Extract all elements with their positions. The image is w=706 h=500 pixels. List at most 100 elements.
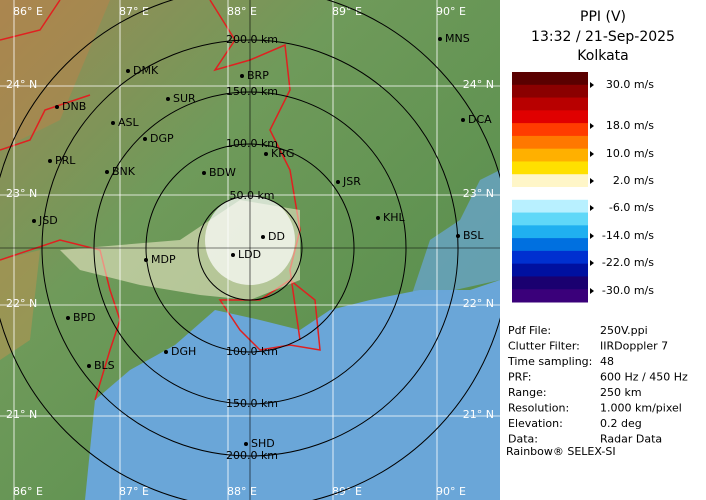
highland [0,0,110,150]
lon-label: 90° E [436,5,466,18]
city-dot [461,118,465,122]
city-dot [438,37,442,41]
city-label: SUR [173,92,196,105]
city-label: DGP [150,132,174,145]
range-label: 100.0 km [226,345,278,358]
city-dot [240,74,244,78]
scale-label: -6.0 m/s [609,201,654,214]
scale-label: 30.0 m/s [606,78,654,91]
lon-label: 88° E [227,485,257,498]
city-dot [264,152,268,156]
info-value: 0.2 deg [600,417,642,430]
city-label: DGH [171,345,196,358]
product: PPI (V) [580,9,626,25]
lat-label: 23° N [6,187,37,200]
city-label: BDW [209,166,236,179]
city-dot [376,216,380,220]
city-label: BSL [463,229,484,242]
city-dot [66,316,70,320]
city-label: KRG [271,147,294,160]
city-label: DD [268,230,285,243]
scale-label: 2.0 m/s [613,174,654,187]
scale-label: 18.0 m/s [606,119,654,132]
city-label: MDP [151,253,176,266]
lon-label: 86° E [13,485,43,498]
lat-label: 21° N [463,408,494,421]
info-value: Radar Data [600,433,662,446]
scale-swatch [512,72,588,86]
city-dot [244,442,248,446]
info-value: 250V.ppi [600,324,648,337]
city-label: KHL [383,211,405,224]
city-dot [32,219,36,223]
scale-swatch [512,212,588,226]
city-label: DCA [468,113,492,126]
scale-swatch [512,187,588,201]
city-label: MNS [445,32,470,45]
footer: Rainbow® SELEX-SI [506,445,616,458]
lat-label: 22° N [463,297,494,310]
scale-pointer [590,288,594,294]
lat-label: 24° N [463,78,494,91]
scale-pointer [590,233,594,239]
lat-label: 21° N [6,408,37,421]
scale-swatch [512,84,588,99]
scale-label: -22.0 m/s [602,256,654,269]
city-label: PRL [55,154,76,167]
scale-swatch [512,161,588,175]
lon-label: 89° E [332,485,362,498]
range-label: 100.0 km [226,137,278,150]
scale-label: -30.0 m/s [602,284,654,297]
lat-label: 22° N [6,297,37,310]
range-label: 150.0 km [226,85,278,98]
scale-swatch [512,199,588,214]
scale-pointer [590,260,594,266]
lon-label: 89° E [332,5,362,18]
range-label: 50.0 km [229,189,274,202]
scale-swatch [512,225,588,239]
border [0,0,121,401]
info-value: 48 [600,355,614,368]
city-label: JSD [38,214,58,227]
scale-label: -14.0 m/s [602,229,654,242]
info-value: 250 km [600,386,642,399]
lat-label: 24° N [6,78,37,91]
city-dot [87,364,91,368]
scale-swatch [512,97,588,111]
city-dot [144,258,148,262]
scale-swatch [512,250,588,265]
city-dot [126,69,130,73]
info-key: Elevation: [508,417,563,430]
city-label: DNB [62,100,86,113]
lon-label: 87° E [119,5,149,18]
info-value: 1.000 km/pixel [600,402,682,415]
info-key: Data: [508,433,538,446]
city-dot [55,105,59,109]
lon-label: 88° E [227,5,257,18]
city-dot [231,253,235,257]
city-label: BPD [73,311,96,324]
info-value: 600 Hz / 450 Hz [600,371,688,384]
scale-pointer [590,205,594,211]
scale-swatch [512,123,588,137]
scale-swatch [512,238,588,252]
site: Kolkata [577,48,628,64]
time: 13:32 / 21-Sep-2025 [531,29,675,45]
city-label: SHD [251,437,275,450]
scale-pointer [590,82,594,88]
info-key: Resolution: [508,402,569,415]
scale-swatch [512,110,588,124]
city-label: BNK [112,165,136,178]
city-dot [202,171,206,175]
info-key: Clutter Filter: [508,340,580,353]
info-key: Range: [508,386,547,399]
range-label: 200.0 km [226,449,278,462]
city-label: DMK [133,64,159,77]
lon-label: 87° E [119,485,149,498]
range-label: 150.0 km [226,397,278,410]
city-label: JSR [342,175,361,188]
scale-pointer [590,151,594,157]
scale-swatch [512,174,588,188]
